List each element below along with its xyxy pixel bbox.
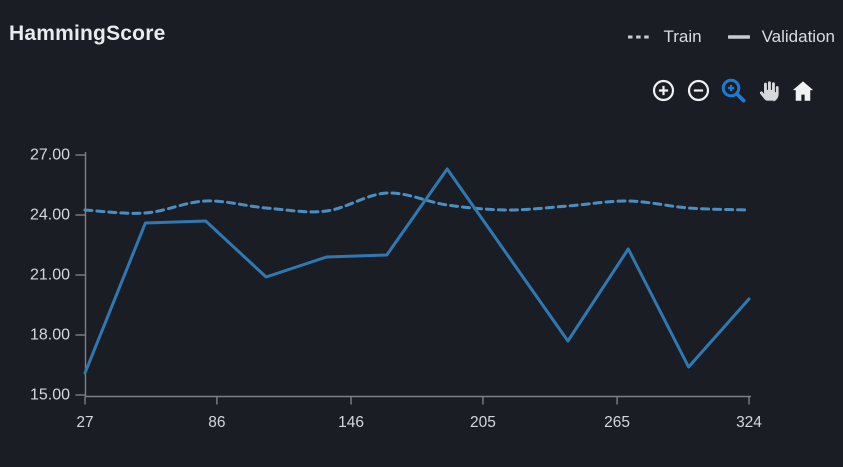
dashed-line-marker-icon bbox=[628, 35, 651, 39]
chart-toolbar bbox=[649, 77, 817, 104]
line-chart[interactable]: 27.00 24.00 21.00 18.00 15.00 27 86 146 205 265 32… bbox=[0, 130, 843, 467]
zoom-in-button[interactable] bbox=[649, 77, 677, 104]
x-tick-label: 146 bbox=[338, 414, 364, 431]
solid-line-marker-icon bbox=[727, 35, 750, 39]
reset-home-icon bbox=[792, 80, 814, 101]
x-tick-label: 324 bbox=[736, 414, 762, 431]
zoom-out-circle-icon bbox=[687, 79, 709, 102]
zoom-out-button[interactable] bbox=[684, 77, 712, 104]
legend-item-train[interactable]: Train bbox=[627, 27, 702, 47]
y-tick-label: 24.00 bbox=[30, 207, 70, 224]
chart-title: HammingScore bbox=[9, 22, 166, 45]
x-tick-label: 265 bbox=[604, 414, 630, 431]
pan-button[interactable] bbox=[754, 77, 782, 104]
x-tick-label: 86 bbox=[208, 414, 225, 431]
train-line bbox=[83, 191, 751, 215]
reset-view-button[interactable] bbox=[789, 77, 817, 104]
legend-label-train: Train bbox=[663, 27, 702, 46]
box-zoom-button[interactable] bbox=[719, 77, 747, 104]
y-tick-label: 27.00 bbox=[30, 147, 70, 164]
x-tick-label: 27 bbox=[76, 414, 93, 431]
y-tick-label: 15.00 bbox=[30, 387, 70, 404]
box-zoom-magnifier-icon bbox=[721, 78, 746, 103]
chart-legend: Train Validation bbox=[627, 27, 835, 47]
legend-label-validation: Validation bbox=[761, 27, 835, 46]
pan-hand-icon bbox=[759, 80, 779, 102]
y-tick-label: 18.00 bbox=[30, 327, 70, 344]
y-tick-label: 21.00 bbox=[30, 267, 70, 284]
x-tick-label: 205 bbox=[470, 414, 496, 431]
zoom-in-circle-icon bbox=[652, 79, 674, 102]
validation-line bbox=[83, 167, 751, 375]
legend-item-validation[interactable]: Validation bbox=[727, 27, 835, 47]
